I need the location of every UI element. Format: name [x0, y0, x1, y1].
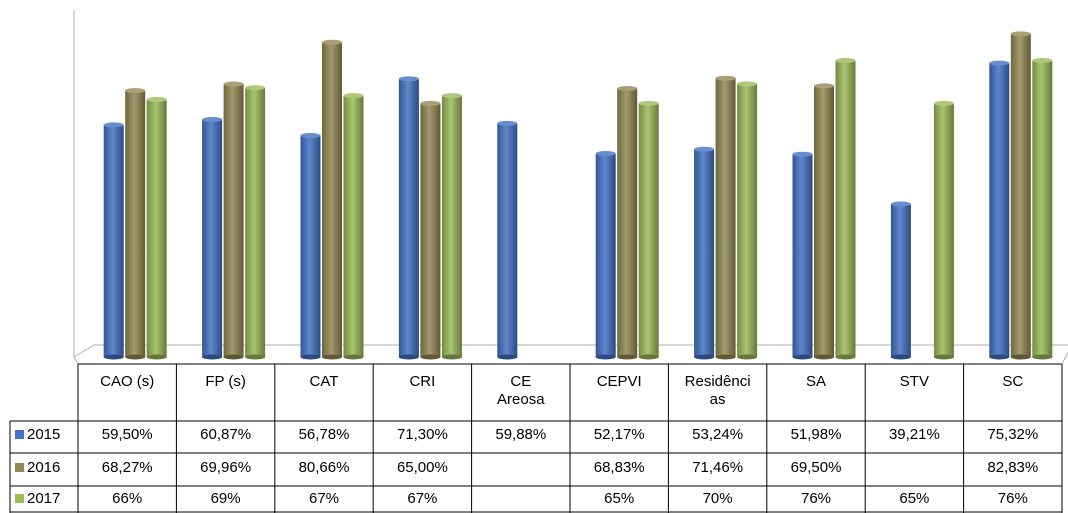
chart-bars — [103, 31, 1053, 360]
data-label-2017-1: 69% — [211, 490, 241, 507]
data-label-2015-9: 75,32% — [987, 426, 1038, 443]
bar-2017-8 — [933, 100, 954, 360]
data-label-2017-2: 67% — [309, 490, 339, 507]
data-label-2016-3: 65,00% — [397, 459, 448, 476]
bar-2016-9 — [1010, 31, 1031, 360]
data-table: CAO (s) FP (s) CAT CRI CE Areosa CEPVI Residênc… — [9, 363, 1063, 513]
bar-2015-5 — [595, 150, 616, 360]
data-label-2017-5: 65% — [604, 490, 634, 507]
legend-label-2017: 2017 — [27, 490, 60, 507]
bar-2017-7 — [835, 57, 856, 360]
category-label: STV — [900, 373, 929, 390]
data-label-2016-6: 71,46% — [692, 459, 743, 476]
data-label-2015-3: 71,30% — [397, 426, 448, 443]
bar-2017-1 — [245, 85, 266, 360]
legend-label-2016: 2016 — [27, 459, 60, 476]
data-label-2015-6: 53,24% — [692, 426, 743, 443]
data-label-2015-2: 56,78% — [299, 426, 350, 443]
data-label-2017-9: 76% — [998, 490, 1028, 507]
category-label: SA — [806, 373, 826, 390]
category-label: CE Areosa — [497, 373, 545, 408]
data-label-2016-1: 69,96% — [200, 459, 251, 476]
floor-back-edge — [73, 344, 1068, 358]
legend-label-2015: 2015 — [27, 426, 60, 443]
bar-2016-0 — [125, 88, 146, 360]
category-label: CEPVI — [597, 373, 642, 390]
bar-2017-3 — [441, 93, 462, 360]
data-label-2015-4: 59,88% — [495, 426, 546, 443]
bar-2016-2 — [322, 39, 342, 360]
floor-left-edge — [73, 356, 79, 365]
bar-2015-8 — [890, 201, 911, 360]
floor-right-edge — [1061, 351, 1068, 365]
data-label-2015-0: 59,50% — [102, 426, 153, 443]
data-label-2015-1: 60,87% — [200, 426, 251, 443]
category-label: SC — [1002, 373, 1023, 390]
data-label-2015-7: 51,98% — [791, 426, 842, 443]
data-label-2017-6: 70% — [703, 490, 733, 507]
bar-2015-6 — [694, 146, 715, 360]
bar-2015-0 — [103, 122, 124, 360]
bar-2015-7 — [792, 151, 813, 360]
legend-swatch-2016 — [15, 463, 24, 472]
bar-2016-6 — [715, 75, 736, 360]
category-label: CAT — [310, 373, 339, 390]
data-label-2017-8: 65% — [899, 490, 929, 507]
data-label-2016-7: 69,50% — [791, 459, 842, 476]
bar-2016-5 — [617, 85, 638, 360]
data-label-2015-8: 39,21% — [889, 426, 940, 443]
bar-2015-3 — [398, 76, 419, 360]
category-label: FP (s) — [205, 373, 246, 390]
bar-2015-1 — [202, 117, 223, 360]
bar-2016-1 — [223, 81, 244, 360]
bar-2017-5 — [638, 100, 659, 360]
bar-2015-9 — [989, 60, 1010, 360]
data-label-2017-7: 76% — [801, 490, 831, 507]
bar-2017-0 — [146, 96, 167, 360]
bar-2015-2 — [300, 132, 321, 360]
category-label: Residênci as — [685, 373, 751, 408]
data-label-2017-3: 67% — [407, 490, 437, 507]
bar-2017-2 — [343, 93, 364, 360]
data-label-2016-0: 68,27% — [102, 459, 153, 476]
data-label-2015-5: 52,17% — [594, 426, 645, 443]
legend-swatch-2017 — [15, 494, 24, 503]
chart-frame — [73, 10, 1068, 365]
legend-swatch-2015 — [15, 430, 24, 439]
category-label: CAO (s) — [100, 373, 154, 390]
bar-2017-9 — [1032, 57, 1053, 360]
data-label-2016-2: 80,66% — [299, 459, 350, 476]
category-label: CRI — [409, 373, 435, 390]
bar-2016-3 — [420, 100, 441, 360]
data-label-2016-9: 82,83% — [987, 459, 1038, 476]
bar-2016-7 — [814, 83, 834, 360]
data-label-2017-0: 66% — [112, 490, 142, 507]
bar-2015-4 — [497, 120, 518, 360]
data-label-2016-5: 68,83% — [594, 459, 645, 476]
bar-2017-6 — [737, 81, 758, 360]
